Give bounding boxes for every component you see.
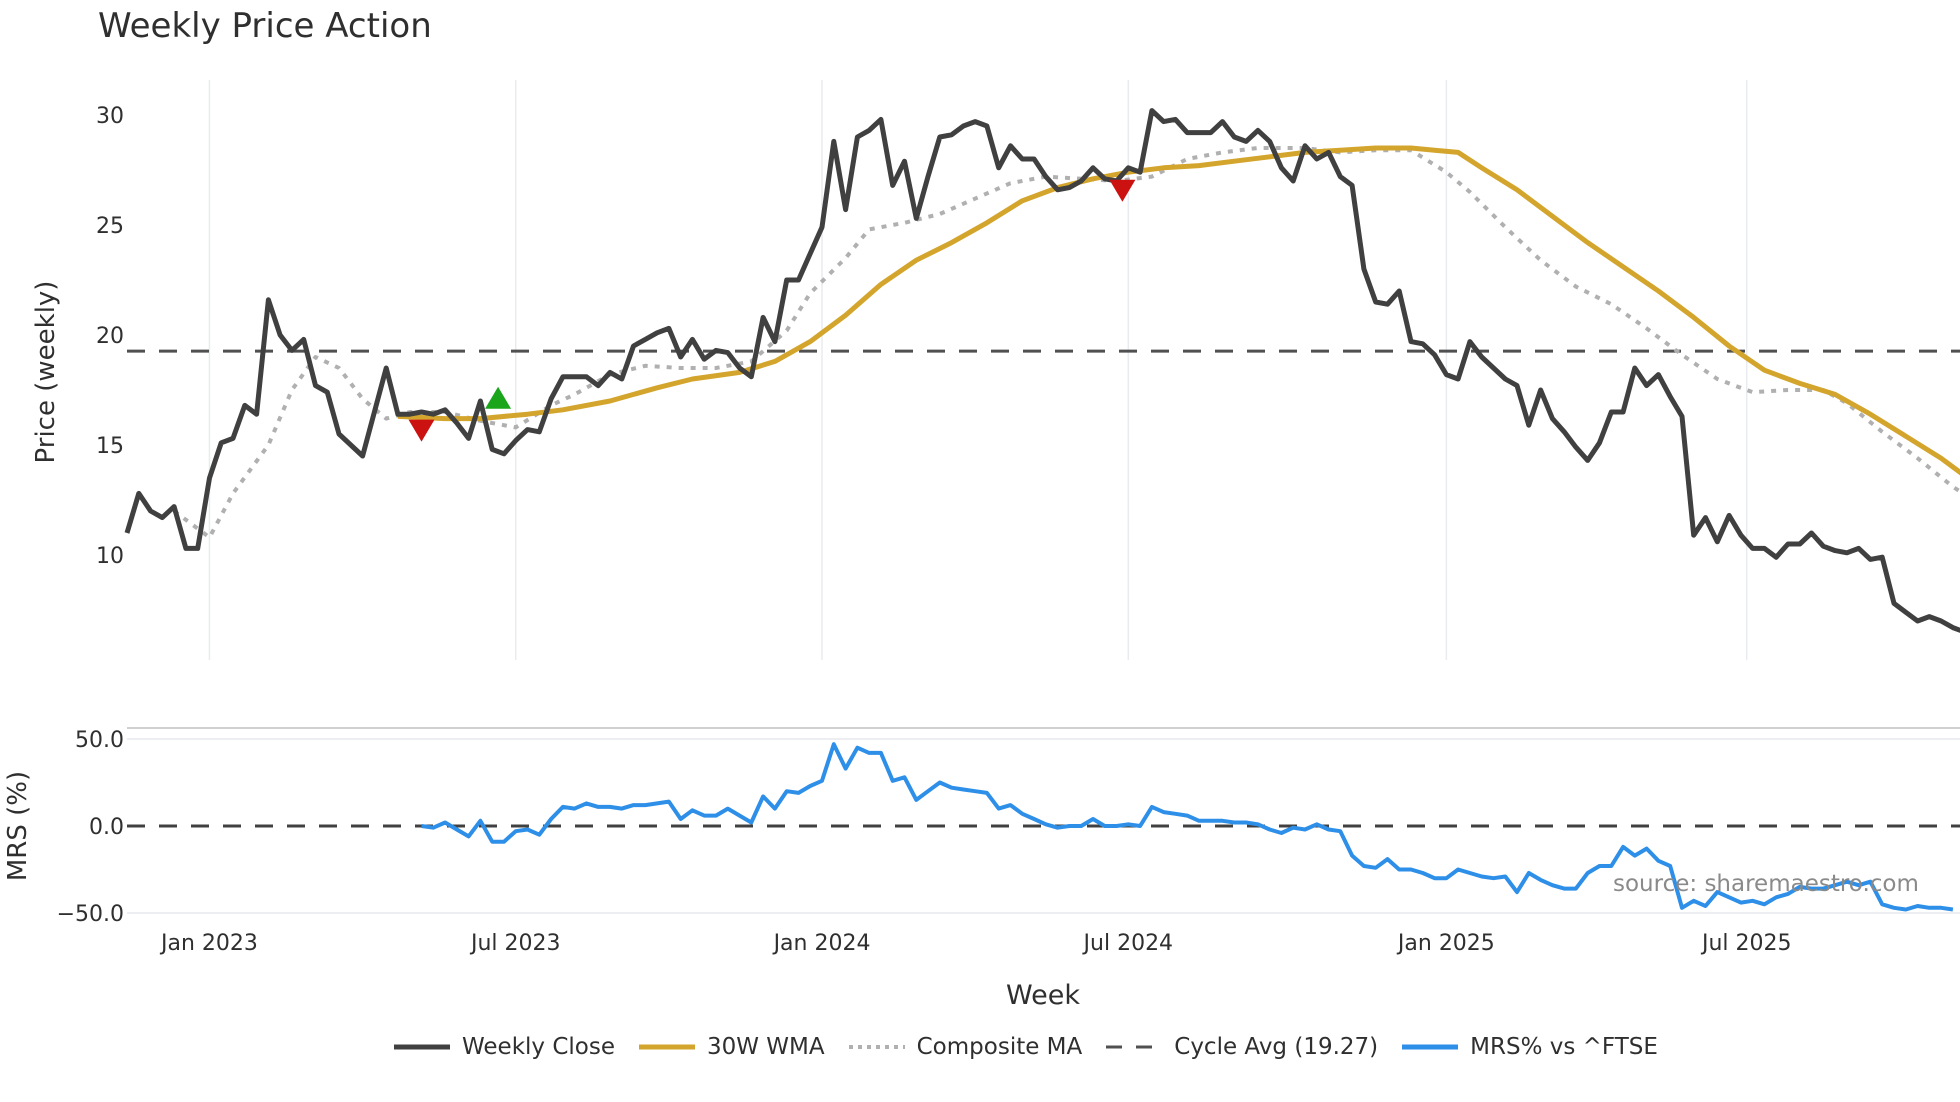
solid-line-icon bbox=[637, 1036, 697, 1058]
dashed-line-icon bbox=[1104, 1036, 1164, 1058]
x-tick-label: Jan 2025 bbox=[1396, 931, 1495, 956]
sell-signal-icon bbox=[408, 419, 435, 442]
legend-item-30w-wma[interactable]: 30W WMA bbox=[637, 1034, 825, 1060]
y-tick-label: −50.0 bbox=[57, 902, 124, 927]
y-tick-label: 30 bbox=[96, 104, 124, 129]
mrs-y-axis-title: MRS (%) bbox=[3, 771, 33, 881]
x-tick-label: Jul 2024 bbox=[1082, 931, 1174, 956]
series-lines bbox=[124, 108, 1960, 912]
x-tick-label: Jul 2025 bbox=[1700, 931, 1792, 956]
legend-label: MRS% vs ^FTSE bbox=[1470, 1034, 1658, 1060]
legend-item-composite-ma[interactable]: Composite MA bbox=[847, 1034, 1083, 1060]
series-30w-wma bbox=[397, 145, 1960, 476]
chart-title: Weekly Price Action bbox=[98, 6, 432, 46]
legend-item-cycle-avg[interactable]: Cycle Avg (19.27) bbox=[1104, 1034, 1378, 1060]
legend-item-mrs-vs-ftse[interactable]: MRS% vs ^FTSE bbox=[1400, 1034, 1658, 1060]
solid-line-icon bbox=[392, 1036, 452, 1058]
price-y-axis-title: Price (weekly) bbox=[31, 281, 61, 464]
y-tick-label: 20 bbox=[96, 324, 124, 349]
legend-item-weekly-close[interactable]: Weekly Close bbox=[392, 1034, 615, 1060]
sell-signal-icon bbox=[1109, 179, 1136, 202]
price-y-axis-ticks: 10 15 20 25 30 bbox=[96, 104, 124, 569]
legend-label: Cycle Avg (19.27) bbox=[1174, 1034, 1379, 1060]
mrs-y-axis-ticks: 50.0 0.0 −50.0 bbox=[57, 728, 124, 927]
legend-label: 30W WMA bbox=[706, 1034, 825, 1060]
mrs-gridlines bbox=[127, 727, 1960, 914]
series-weekly-close bbox=[124, 108, 1960, 633]
solid-line-icon bbox=[1400, 1036, 1460, 1058]
y-tick-label: 10 bbox=[96, 544, 124, 569]
y-tick-label: 50.0 bbox=[75, 728, 124, 753]
legend: Weekly Close 30W WMA Composite MA Cycle … bbox=[392, 1034, 1680, 1060]
x-axis-title: Week bbox=[1006, 980, 1080, 1011]
legend-label: Composite MA bbox=[916, 1034, 1083, 1060]
series-mrs-vs-ftse bbox=[421, 742, 1954, 912]
y-tick-label: 0.0 bbox=[89, 815, 124, 840]
signal-markers bbox=[408, 179, 1136, 442]
series-composite-ma bbox=[172, 146, 1960, 540]
y-tick-label: 25 bbox=[96, 214, 124, 239]
dotted-line-icon bbox=[847, 1036, 907, 1058]
x-axis-ticks: Jan 2023 Jul 2023 Jan 2024 Jul 2024 Jan 2025… bbox=[159, 931, 1792, 956]
x-tick-label: Jan 2023 bbox=[159, 931, 258, 956]
legend-label: Weekly Close bbox=[462, 1034, 615, 1060]
price-gridlines bbox=[208, 80, 1748, 660]
y-tick-label: 15 bbox=[96, 434, 124, 459]
x-tick-label: Jan 2024 bbox=[772, 931, 871, 956]
source-watermark: source: sharemaestro.com bbox=[1613, 871, 1919, 897]
x-tick-label: Jul 2023 bbox=[469, 931, 561, 956]
buy-signal-icon bbox=[485, 386, 512, 409]
